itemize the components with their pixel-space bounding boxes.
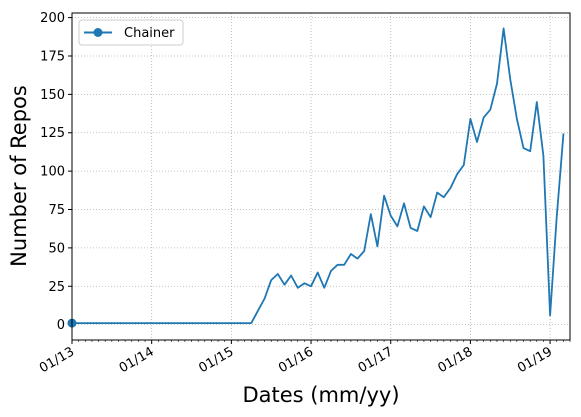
y-tick-label: 200	[40, 11, 65, 26]
axis-ticks	[68, 17, 551, 344]
series-lines	[67, 27, 565, 328]
x-tick-label: 01/17	[356, 344, 396, 376]
legend: Chainer	[78, 19, 184, 46]
x-tick-labels: 01/13 01/14 01/15 01/16 01/17 01/18 01/19	[37, 344, 555, 376]
y-axis-label: Number of Repos	[7, 85, 31, 267]
y-tick-label: 175	[40, 49, 65, 64]
y-tick-label: 100	[40, 165, 65, 180]
y-tick-label: 75	[48, 203, 65, 218]
y-tick-label: 50	[48, 241, 65, 256]
grid-lines	[71, 13, 570, 340]
legend-box	[78, 19, 184, 46]
y-tick-labels: 0 25 50 75 100 125 150 175 200	[40, 11, 65, 333]
x-axis-label: Dates (mm/yy)	[242, 383, 399, 407]
x-tick-label: 01/16	[276, 344, 316, 376]
x-tick-label: 01/14	[117, 344, 157, 376]
series-line-chainer	[71, 27, 565, 325]
y-tick-label: 150	[40, 88, 65, 103]
legend-label: Chainer	[124, 26, 175, 41]
legend-marker	[93, 28, 103, 37]
y-tick-label: 25	[48, 280, 65, 295]
x-tick-label: 01/15	[196, 344, 236, 376]
x-tick-label: 01/13	[37, 344, 77, 376]
y-tick-label: 0	[57, 318, 65, 333]
x-tick-label: 01/19	[515, 344, 555, 376]
plot-frame	[71, 12, 571, 341]
x-tick-label: 01/18	[435, 344, 475, 376]
y-tick-label: 125	[40, 126, 65, 141]
